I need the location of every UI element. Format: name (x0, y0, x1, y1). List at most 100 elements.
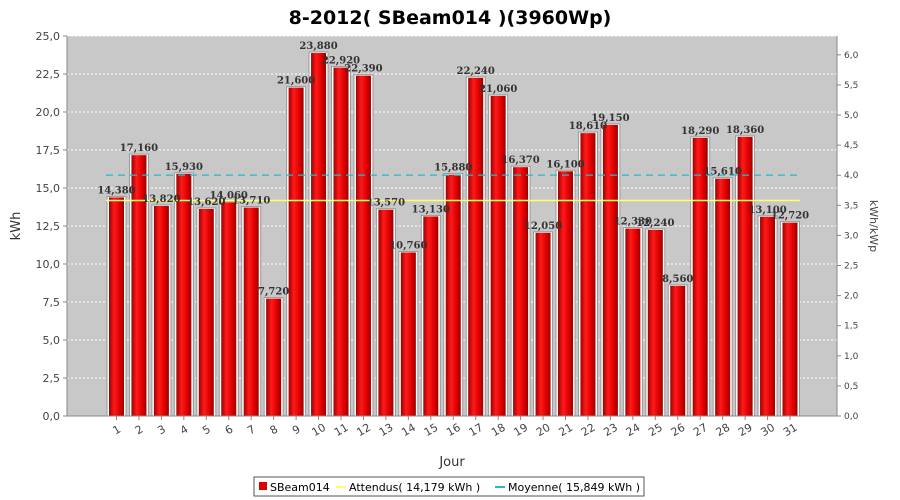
y2-tick-label: 4,5 (844, 141, 858, 151)
x-tick-label: 18 (489, 421, 508, 439)
x-tick-label: 9 (290, 423, 303, 438)
y2-tick-label: 4,0 (844, 171, 859, 181)
bar (535, 232, 551, 416)
x-axis: 1 2 3 4 5 6 7 8 9 10 11 12 13 14 15 16 17 18 19 20 21 22 23 24 2… (67, 415, 837, 439)
data-label: 22,390 (344, 64, 382, 75)
bar (782, 222, 798, 416)
bar (558, 171, 573, 416)
legend-box (253, 476, 645, 497)
legend-item: Moyenne( 15,849 kWh ) (508, 481, 640, 494)
data-label: 7,720 (258, 287, 289, 298)
y-tick-label: 7,5 (43, 296, 61, 309)
bar (333, 67, 349, 416)
bar (221, 202, 237, 416)
legend-swatch (259, 482, 267, 490)
bar (625, 228, 641, 416)
x-tick-label: 30 (758, 421, 777, 439)
y2-tick-label: 1,5 (844, 322, 858, 332)
reference-lines (106, 174, 800, 202)
x-tick-label: 3 (155, 423, 168, 438)
x-tick-label: 2 (133, 423, 146, 438)
x-tick-label: 11 (332, 421, 351, 439)
y2-tick-label: 3,5 (844, 201, 858, 211)
x-tick-label: 14 (399, 421, 418, 439)
x-tick-label: 29 (736, 421, 755, 439)
y-tick-label: 0,0 (43, 410, 61, 423)
data-label: 8,560 (662, 274, 693, 285)
x-tick-label: 7 (245, 423, 258, 438)
data-label: 13,130 (412, 204, 450, 215)
data-label: 21,600 (277, 76, 315, 87)
x-tick-label: 12 (354, 421, 373, 439)
data-label: 13,100 (748, 205, 786, 216)
x-tick-label: 10 (309, 421, 328, 439)
y-axis-label: kWh (9, 212, 24, 241)
bar (670, 285, 686, 416)
x-tick-label: 25 (646, 421, 665, 439)
x-tick-label: 8 (268, 423, 281, 438)
bars (106, 51, 800, 417)
bar (580, 133, 596, 417)
x-tick-label: 21 (556, 421, 575, 439)
legend: SBeam014 Attendus( 14,179 kWh ) Moyenne( 1… (253, 476, 645, 497)
x-tick-label: 19 (512, 421, 531, 439)
x-tick-label: 23 (601, 421, 620, 439)
x-tick-label: 17 (467, 421, 486, 439)
bar (109, 197, 124, 416)
x-tick-label: 15 (422, 421, 441, 439)
x-axis-label: Jour (438, 455, 465, 470)
y2-tick-label: 0,5 (844, 382, 858, 392)
bar (131, 155, 147, 416)
bar (602, 124, 618, 417)
x-tick-label: 5 (200, 423, 213, 438)
bar (445, 174, 461, 416)
x-tick-label: 6 (223, 423, 236, 438)
bar (692, 137, 708, 416)
y-tick-label: 20,0 (36, 106, 61, 119)
y-tick-label: 17,5 (36, 144, 61, 157)
bar (513, 167, 529, 416)
bar (760, 216, 776, 416)
data-label: 10,760 (389, 240, 427, 251)
bar (423, 216, 439, 416)
data-label: 13,570 (367, 198, 405, 209)
y-tick-label: 2,5 (43, 372, 61, 385)
y-tick-label: 12,5 (36, 220, 61, 233)
y2-axis: 0,0 0,5 1,0 1,5 2,0 2,5 3,0 3,5 4,0 4,5 5,0 5,5 6,0 (836, 36, 859, 422)
data-label: 16,100 (546, 159, 584, 170)
x-tick-label: 27 (691, 421, 710, 439)
data-label: 22,240 (457, 66, 495, 77)
x-tick-label: 4 (178, 423, 191, 438)
bar (266, 298, 282, 416)
data-label: 21,060 (479, 84, 517, 95)
data-label: 14,380 (97, 185, 135, 196)
data-label: 12,720 (771, 211, 809, 222)
x-tick-label: 26 (669, 421, 688, 439)
data-label: 23,880 (299, 41, 337, 52)
x-tick-label: 13 (377, 421, 396, 439)
data-label: 13,620 (187, 197, 225, 208)
x-tick-label: 16 (444, 421, 463, 439)
bar (490, 95, 506, 416)
bar (737, 136, 753, 417)
y-tick-label: 5,0 (43, 334, 61, 347)
y2-tick-label: 5,0 (844, 111, 859, 121)
bar (647, 229, 663, 416)
data-label: 22,920 (322, 56, 360, 67)
bar (198, 208, 214, 416)
data-labels: 14,380 17,160 13,820 15,930 13,62014,06013,7… (97, 41, 809, 298)
y-axis: 0,0 2,5 5,0 7,5 10,0 12,5 15,0 17,5 20,0 22,5 25,0 (36, 30, 68, 423)
bar (468, 77, 484, 417)
data-label: 12,330 (614, 217, 652, 228)
data-label: 14,060 (210, 190, 248, 201)
x-tick-label: 20 (534, 421, 553, 439)
x-tick-label: 24 (624, 421, 643, 439)
y-tick-label: 22,5 (36, 68, 61, 81)
data-label: 16,370 (501, 155, 539, 166)
y2-tick-label: 0,0 (844, 412, 859, 422)
data-label: 12,240 (636, 218, 674, 229)
bar (153, 205, 169, 416)
data-label: 13,710 (232, 196, 270, 207)
y2-tick-label: 5,5 (844, 81, 858, 91)
